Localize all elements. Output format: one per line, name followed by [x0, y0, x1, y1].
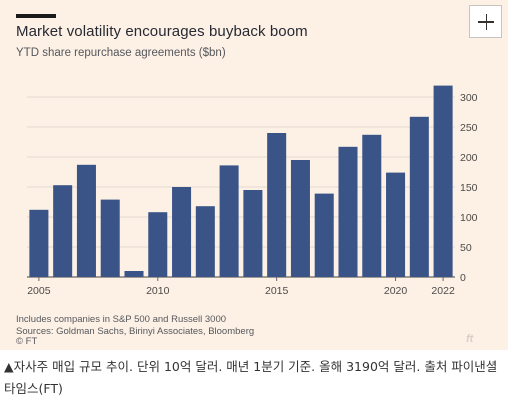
bar-2016 [290, 160, 310, 277]
x-tick-label-2022: 2022 [431, 285, 455, 297]
bar-2013 [219, 165, 239, 277]
bar-2005 [29, 209, 49, 277]
bar-2022 [433, 85, 453, 277]
note-companies: Includes companies in S&P 500 and Russel… [16, 314, 227, 325]
chart-subtitle: YTD share repurchase agreements ($bn) [16, 47, 226, 59]
plus-icon[interactable] [469, 5, 502, 38]
chart-card: Market volatility encourages buyback boo… [0, 0, 508, 350]
bar-2014 [243, 190, 263, 277]
bar-2019 [362, 134, 382, 277]
chart-title: Market volatility encourages buyback boo… [16, 23, 308, 40]
y-tick-label-150: 150 [460, 182, 478, 194]
bar-2011 [172, 187, 192, 277]
y-tick-label-100: 100 [460, 212, 478, 224]
title-rule [16, 14, 56, 18]
note-sources: Sources: Goldman Sachs, Birinyi Associat… [16, 325, 255, 337]
bar-2010 [148, 212, 168, 277]
image-caption: ▲자사주 매입 규모 추이. 단위 10억 달러. 매년 1분기 기준. 올해 … [4, 359, 498, 396]
bar-2008 [100, 199, 120, 277]
y-tick-label-50: 50 [460, 242, 472, 254]
bar-2009 [124, 271, 144, 277]
bar-2017 [314, 193, 334, 277]
x-tick-label-2020: 2020 [384, 285, 408, 297]
bar-2020 [386, 172, 406, 277]
y-tick-label-200: 200 [460, 152, 478, 164]
bar-2007 [76, 164, 96, 277]
bar-2015 [267, 133, 287, 277]
x-tick-label-2005: 2005 [27, 285, 51, 297]
x-tick-label-2015: 2015 [265, 285, 289, 297]
bar-2012 [195, 206, 215, 277]
y-tick-label-250: 250 [460, 122, 478, 134]
x-tick-label-2010: 2010 [146, 285, 170, 297]
bar-2021 [409, 116, 429, 277]
chart-notes: Includes companies in S&P 500 and Russel… [16, 314, 254, 337]
y-tick-label-300: 300 [460, 92, 478, 104]
ft-logo-icon: ft [466, 333, 474, 345]
ft-credit: © FT [16, 336, 38, 347]
bar-2006 [53, 185, 73, 277]
bar-chart: 0 50 100 150 200 250 300 2005 2010 2015 2020 2022 [27, 85, 478, 297]
y-tick-label-0: 0 [460, 272, 466, 284]
bar-2018 [338, 146, 358, 277]
